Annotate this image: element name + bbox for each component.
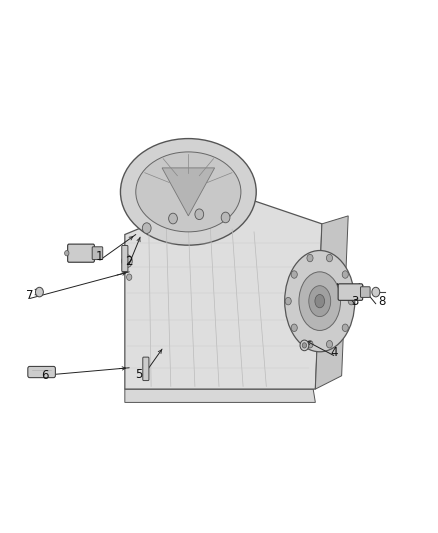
Text: 5: 5 — [136, 368, 143, 381]
FancyBboxPatch shape — [67, 244, 94, 262]
Circle shape — [35, 287, 43, 297]
Ellipse shape — [120, 139, 256, 245]
Circle shape — [326, 341, 332, 348]
Circle shape — [291, 271, 297, 278]
Circle shape — [302, 343, 307, 348]
Circle shape — [342, 324, 348, 332]
Ellipse shape — [309, 286, 331, 317]
Text: 6: 6 — [41, 369, 49, 382]
Polygon shape — [315, 216, 348, 389]
Polygon shape — [125, 192, 322, 389]
Circle shape — [65, 251, 69, 256]
Circle shape — [169, 213, 177, 224]
Circle shape — [342, 271, 348, 278]
Text: 7: 7 — [26, 289, 34, 302]
Polygon shape — [125, 389, 315, 402]
Text: 1: 1 — [96, 251, 104, 263]
Circle shape — [348, 297, 354, 305]
Ellipse shape — [299, 272, 341, 330]
Text: 3: 3 — [351, 295, 358, 308]
Circle shape — [122, 255, 132, 268]
FancyBboxPatch shape — [338, 284, 363, 301]
Circle shape — [285, 297, 291, 305]
Circle shape — [291, 324, 297, 332]
FancyBboxPatch shape — [360, 287, 370, 297]
Circle shape — [307, 254, 313, 262]
Ellipse shape — [285, 251, 355, 352]
FancyBboxPatch shape — [92, 247, 102, 260]
FancyBboxPatch shape — [122, 245, 128, 271]
Circle shape — [127, 274, 132, 280]
FancyBboxPatch shape — [143, 357, 149, 381]
FancyBboxPatch shape — [28, 367, 55, 377]
Circle shape — [300, 340, 309, 351]
Ellipse shape — [136, 152, 241, 232]
Ellipse shape — [315, 294, 325, 308]
Text: 2: 2 — [125, 255, 133, 268]
Circle shape — [307, 341, 313, 348]
Circle shape — [195, 209, 204, 220]
Circle shape — [372, 287, 380, 297]
Text: 8: 8 — [378, 295, 385, 308]
Text: 4: 4 — [330, 346, 338, 359]
Polygon shape — [162, 168, 215, 216]
Circle shape — [326, 254, 332, 262]
Circle shape — [142, 223, 151, 233]
Circle shape — [221, 212, 230, 223]
